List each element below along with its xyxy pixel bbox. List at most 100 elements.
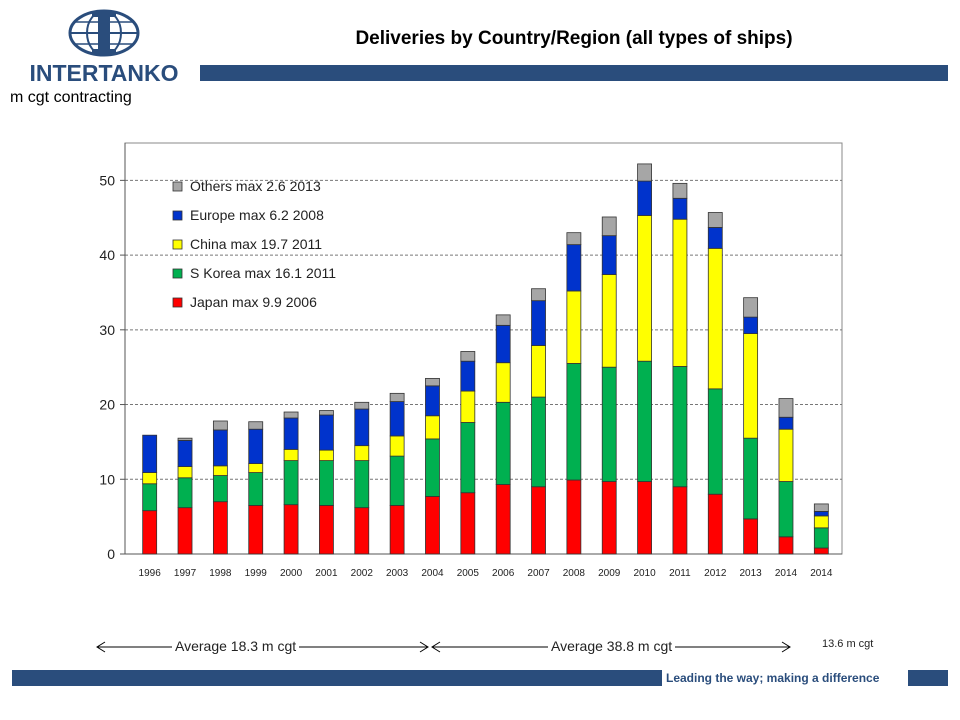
- bar-china-2008: [566, 290, 582, 364]
- legend-label-others: Others max 2.6 2013: [190, 178, 321, 194]
- x-tick-label: 2005: [457, 568, 480, 579]
- bar-china-2004: [425, 415, 440, 440]
- latest-label: 13.6 m cgt: [822, 638, 874, 650]
- bar-japan-2005: [460, 492, 476, 555]
- x-tick-label: 2006: [492, 568, 515, 579]
- bar-china-2010: [637, 215, 652, 362]
- x-tick-label: 2001: [315, 568, 338, 579]
- bar-japan-1997: [177, 507, 193, 555]
- plot-area: [124, 142, 843, 555]
- legend-swatch-china: [172, 239, 183, 250]
- legend-label-japan: Japan max 9.9 2006: [190, 294, 317, 310]
- left-arrow-head-right: [419, 641, 429, 653]
- bar-s-korea-2009: [601, 366, 617, 482]
- bar-japan-2011: [672, 486, 688, 555]
- bar-china-2011: [672, 218, 688, 367]
- bar-europe-2007: [531, 300, 546, 346]
- average-annotations: Average 18.3 m cgt Average 38.8 m cgt 13…: [0, 630, 960, 660]
- bar-s-korea-1996: [142, 483, 158, 512]
- bar-europe-2004: [425, 385, 440, 417]
- y-tick-label: 40: [99, 247, 115, 263]
- legend-swatch-japan: [172, 297, 183, 308]
- bar-others-2014: [813, 503, 829, 512]
- footer-bar-right: [908, 670, 948, 686]
- bar-china-2005: [460, 390, 476, 423]
- bar-japan-2010: [637, 481, 652, 555]
- bar-s-korea-1999: [248, 472, 264, 506]
- bar-japan-1996: [142, 510, 158, 555]
- x-tick-label: 1996: [139, 568, 162, 579]
- legend-swatch-others: [172, 181, 183, 192]
- bar-china-1996: [142, 472, 158, 485]
- x-tick-label: 2009: [598, 568, 621, 579]
- bar-japan-2009: [601, 481, 617, 555]
- bar-europe-2005: [460, 360, 476, 392]
- intertanko-logo: INTERTANKO: [29, 9, 179, 86]
- legend-label-europe: Europe max 6.2 2008: [190, 207, 324, 223]
- bar-japan-1999: [248, 505, 264, 555]
- bar-s-korea-2014: [778, 481, 794, 538]
- bar-s-korea-2010: [637, 360, 652, 482]
- bar-europe-1999: [248, 428, 264, 464]
- bar-s-korea-2006: [495, 401, 511, 485]
- bar-s-korea-2000: [283, 460, 299, 506]
- bar-japan-2004: [425, 496, 440, 555]
- x-tick-label: 2004: [421, 568, 444, 579]
- bar-others-2002: [354, 401, 370, 410]
- y-tick-label: 30: [99, 322, 115, 338]
- bar-s-korea-2013: [743, 437, 759, 520]
- bar-others-2008: [566, 232, 582, 246]
- bar-s-korea-1997: [177, 477, 193, 509]
- bar-china-1997: [177, 466, 193, 479]
- bar-others-2011: [672, 182, 688, 199]
- page-title: Deliveries by Country/Region (all types …: [355, 28, 793, 49]
- header-bar: [200, 65, 948, 81]
- globe-icon: [68, 9, 140, 57]
- x-tick-label: 2014: [775, 568, 798, 579]
- bar-europe-2013: [743, 316, 759, 334]
- bar-japan-2007: [531, 486, 546, 555]
- bar-s-korea-2004: [425, 438, 440, 497]
- bar-s-korea-1998: [212, 475, 228, 503]
- bar-japan-2013: [743, 518, 759, 555]
- bar-s-korea-2007: [531, 396, 546, 488]
- bar-others-2000: [283, 411, 299, 419]
- bar-others-2014: [778, 398, 794, 418]
- bar-europe-1996: [142, 434, 158, 473]
- bar-europe-2003: [389, 401, 405, 437]
- bar-china-2000: [283, 448, 299, 461]
- bar-china-2006: [495, 362, 511, 403]
- x-tick-label: 1998: [209, 568, 232, 579]
- bar-others-1999: [248, 421, 264, 430]
- logo-wordmark: INTERTANKO: [29, 60, 178, 86]
- bar-s-korea-2008: [566, 363, 582, 481]
- x-tick-label: 1997: [174, 568, 197, 579]
- left-arrow-head-left: [96, 641, 106, 653]
- x-tick-label: 1999: [245, 568, 268, 579]
- bar-others-2013: [743, 297, 759, 318]
- bar-china-2014: [778, 428, 794, 482]
- x-tick-label: 2014: [810, 568, 833, 579]
- bar-japan-1998: [212, 501, 228, 555]
- bar-europe-2011: [672, 197, 688, 220]
- footer-tagline: Leading the way; making a difference: [666, 671, 880, 685]
- x-tick-label: 2010: [633, 568, 656, 579]
- bar-others-1997: [177, 437, 193, 441]
- bar-s-korea-2014: [813, 527, 829, 549]
- bar-japan-2014: [813, 547, 829, 555]
- y-tick-label: 50: [99, 172, 115, 188]
- x-tick-label: 2002: [351, 568, 374, 579]
- bar-europe-1998: [212, 429, 228, 467]
- bar-china-2007: [531, 345, 546, 398]
- bar-others-2009: [601, 216, 617, 237]
- bar-china-2014: [813, 515, 829, 529]
- bar-others-2004: [425, 377, 440, 387]
- legend-label-china: China max 19.7 2011: [190, 236, 322, 252]
- bar-japan-2014: [778, 536, 794, 555]
- bar-china-2009: [601, 274, 617, 368]
- bar-japan-2012: [707, 493, 723, 555]
- x-tick-label: 2013: [740, 568, 763, 579]
- y-tick-label: 0: [107, 546, 115, 562]
- bar-others-2005: [460, 351, 476, 362]
- average-arrows: [96, 641, 791, 653]
